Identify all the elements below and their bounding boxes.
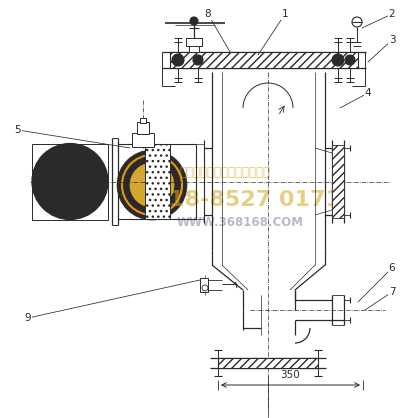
Bar (140, 118, 146, 123)
Bar (186, 38, 202, 46)
Circle shape (130, 163, 174, 207)
Text: C: C (150, 173, 164, 191)
Text: 连云港灵动机电设备有限公司: 连云港灵动机电设备有限公司 (180, 166, 271, 179)
Circle shape (193, 55, 203, 65)
Text: 3: 3 (389, 35, 395, 45)
Circle shape (172, 54, 184, 66)
Text: 6: 6 (389, 263, 395, 273)
Circle shape (190, 17, 198, 25)
Bar (170, 52, 358, 68)
Text: 1: 1 (282, 9, 288, 19)
Text: 9: 9 (25, 313, 31, 323)
Bar (132, 133, 154, 147)
Text: 0518-8527 0171: 0518-8527 0171 (138, 190, 342, 210)
Text: 7: 7 (389, 287, 395, 297)
Text: 4: 4 (365, 88, 371, 98)
Bar (145, 144, 170, 219)
Bar (137, 122, 149, 134)
Text: D: D (159, 173, 173, 191)
Bar (332, 145, 344, 218)
Bar (200, 278, 208, 292)
Circle shape (54, 188, 62, 196)
Circle shape (332, 54, 344, 66)
Text: WWW.368168.COM: WWW.368168.COM (176, 216, 304, 229)
Text: 350: 350 (281, 370, 300, 380)
Text: 8: 8 (205, 9, 211, 19)
Text: 5: 5 (15, 125, 21, 135)
Circle shape (78, 188, 86, 196)
Bar (189, 46, 199, 52)
Circle shape (345, 55, 355, 65)
Circle shape (117, 150, 187, 220)
Text: 2: 2 (389, 9, 395, 19)
Bar (32, 143, 108, 219)
Circle shape (32, 143, 108, 219)
Bar (218, 358, 318, 368)
Circle shape (67, 173, 73, 179)
